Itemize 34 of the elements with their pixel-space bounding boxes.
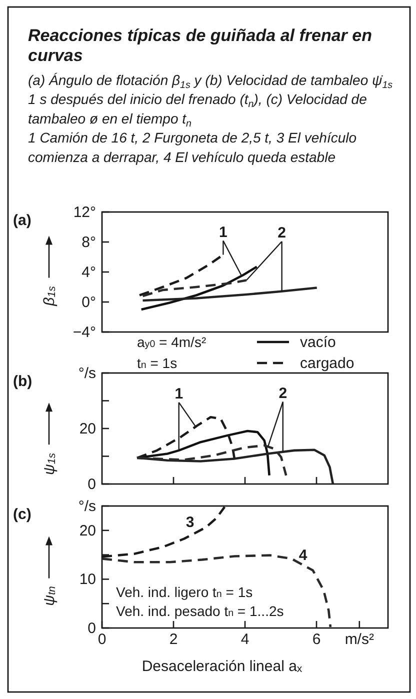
y-tick-label: °/s xyxy=(78,498,96,514)
x-tick-label: 4 xyxy=(240,630,250,648)
legend-label: vacío xyxy=(300,334,336,350)
y-tick-label: 12° xyxy=(73,204,96,220)
text: (a) xyxy=(13,212,32,228)
annotation: 1 xyxy=(174,384,184,402)
y-tick-label: 0 xyxy=(88,620,96,636)
text: t$_{n}$ = 1s xyxy=(137,355,178,371)
annotation: 3 xyxy=(186,514,194,530)
x-tick-label: m/s² xyxy=(344,630,374,648)
annotation: 2 xyxy=(278,224,286,241)
y-tick-label: 20 xyxy=(79,420,96,437)
x-tick-label: 6 xyxy=(312,630,321,648)
annotation: Veh. ind. pesado t$_{n}$ = 1...2s xyxy=(116,603,284,619)
annotation: 1 xyxy=(219,223,228,240)
annotation: 2 xyxy=(278,384,288,402)
legend-label: cargado xyxy=(300,354,354,372)
text: (c) xyxy=(13,506,32,522)
y-tick-label: 10 xyxy=(79,570,96,588)
y-tick-label: 20 xyxy=(79,522,96,539)
y-tick-label: −4° xyxy=(72,324,96,340)
text: a$_{y0}$ = 4m/s² xyxy=(137,334,206,350)
y-tick-label: °/s xyxy=(78,364,96,382)
x-axis-title: Desaceleración lineal a$_{x}$ xyxy=(142,658,303,675)
annotation: 4 xyxy=(298,546,308,564)
y-tick-label: 0° xyxy=(82,294,96,310)
text: (b) xyxy=(13,372,32,390)
y-tick-label: 8° xyxy=(82,234,96,250)
chart-title: Reacciones típicas de guiñada al frenar en curvas xyxy=(28,26,372,65)
y-tick-label: 4° xyxy=(82,264,96,280)
y-tick-label: 0 xyxy=(88,476,96,492)
annotation: Veh. ind. ligero t$_{n}$ = 1s xyxy=(116,584,253,600)
text: (a) Ángulo de flotación β$_{1s}$ y (b) Velocidad de tambaleo ψ̇$_{1s}$ 1 s después del inicio del frenado (t$_{n}$), (c) Velocidad de tambaleo ø en el tiempo t$_{n}$ 1 Camión de 16 t, 2 Furgoneta de 2,5 t, 3 El vehículo comienza a derrapar, 4 El vehículo queda estable xyxy=(28,72,393,165)
x-tick-label: 2 xyxy=(169,630,178,648)
